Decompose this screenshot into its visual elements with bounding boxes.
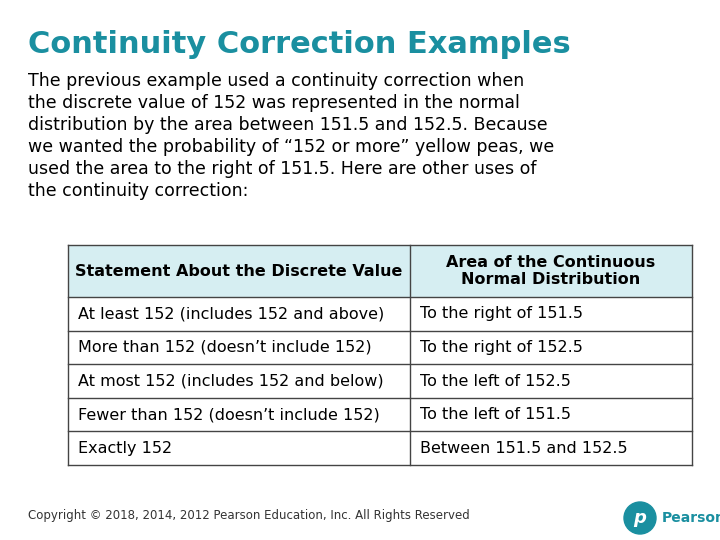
Text: Exactly 152: Exactly 152 bbox=[78, 441, 172, 456]
Text: distribution by the area between 151.5 and 152.5. Because: distribution by the area between 151.5 a… bbox=[28, 116, 548, 134]
Text: we wanted the probability of “152 or more” yellow peas, we: we wanted the probability of “152 or mor… bbox=[28, 138, 554, 156]
Text: At most 152 (includes 152 and below): At most 152 (includes 152 and below) bbox=[78, 374, 384, 388]
Text: Continuity Correction Examples: Continuity Correction Examples bbox=[28, 30, 571, 59]
Text: Pearson: Pearson bbox=[662, 511, 720, 525]
Text: the continuity correction:: the continuity correction: bbox=[28, 182, 248, 200]
Text: To the right of 151.5: To the right of 151.5 bbox=[420, 306, 583, 321]
Bar bbox=[68, 330, 692, 364]
Text: Statement About the Discrete Value: Statement About the Discrete Value bbox=[76, 264, 402, 279]
Text: the discrete value of 152 was represented in the normal: the discrete value of 152 was represente… bbox=[28, 94, 520, 112]
Text: Copyright © 2018, 2014, 2012 Pearson Education, Inc. All Rights Reserved: Copyright © 2018, 2014, 2012 Pearson Edu… bbox=[28, 509, 469, 522]
Circle shape bbox=[624, 502, 656, 534]
Bar bbox=[68, 297, 692, 330]
Text: Between 151.5 and 152.5: Between 151.5 and 152.5 bbox=[420, 441, 628, 456]
Text: At least 152 (includes 152 and above): At least 152 (includes 152 and above) bbox=[78, 306, 384, 321]
Bar bbox=[68, 398, 692, 431]
Text: To the left of 151.5: To the left of 151.5 bbox=[420, 407, 571, 422]
Text: More than 152 (doesn’t include 152): More than 152 (doesn’t include 152) bbox=[78, 340, 372, 355]
Bar bbox=[68, 245, 692, 297]
Bar bbox=[68, 364, 692, 398]
Bar bbox=[68, 431, 692, 465]
Text: The previous example used a continuity correction when: The previous example used a continuity c… bbox=[28, 72, 524, 90]
Text: Fewer than 152 (doesn’t include 152): Fewer than 152 (doesn’t include 152) bbox=[78, 407, 379, 422]
Text: used the area to the right of 151.5. Here are other uses of: used the area to the right of 151.5. Her… bbox=[28, 160, 536, 178]
Text: p: p bbox=[634, 509, 647, 527]
Text: Area of the Continuous
Normal Distribution: Area of the Continuous Normal Distributi… bbox=[446, 255, 656, 287]
Text: To the left of 152.5: To the left of 152.5 bbox=[420, 374, 571, 388]
Text: To the right of 152.5: To the right of 152.5 bbox=[420, 340, 583, 355]
